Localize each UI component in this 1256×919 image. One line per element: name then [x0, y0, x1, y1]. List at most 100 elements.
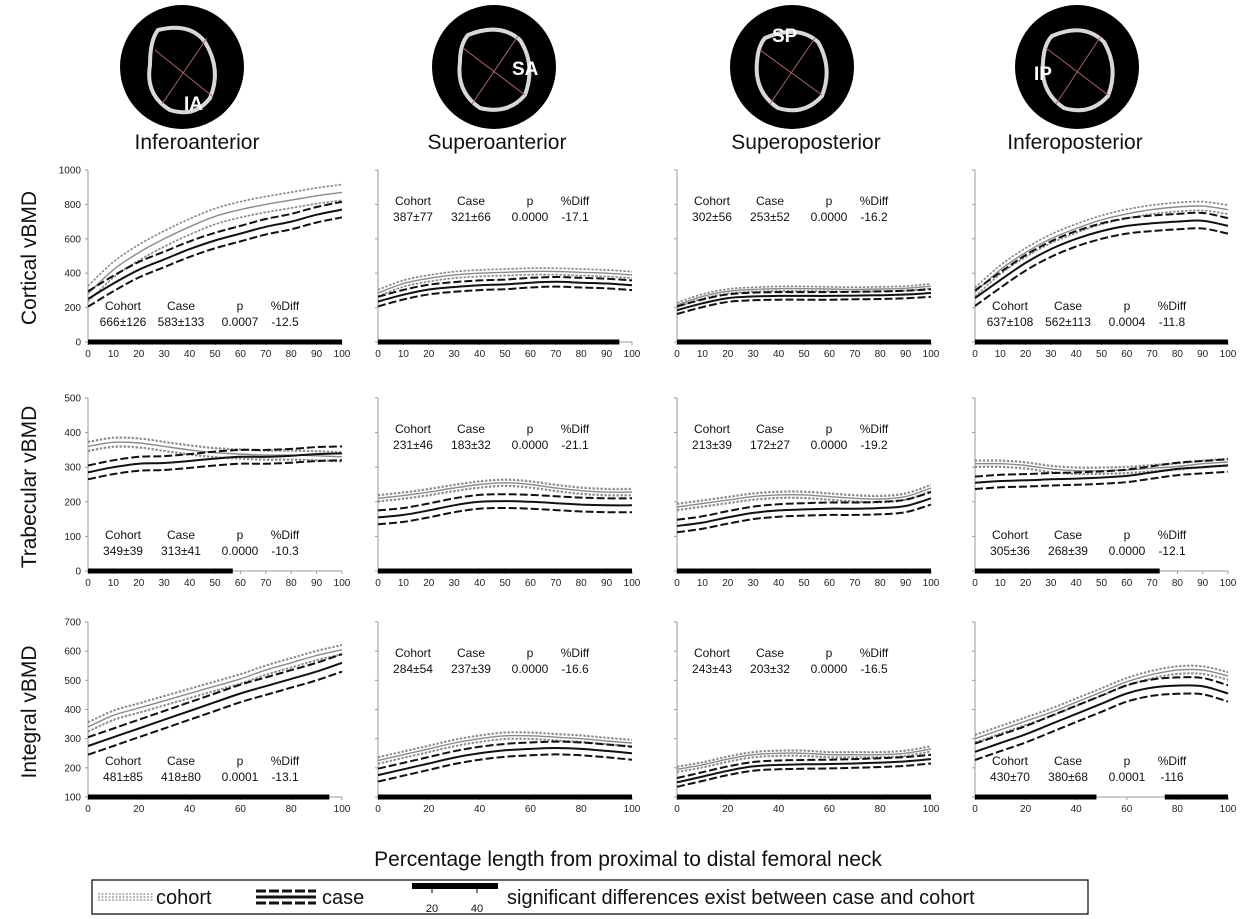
x-tick-label: 50	[798, 349, 810, 360]
stats-header: %Diff	[561, 646, 590, 660]
stats-value-case: 313±41	[161, 544, 201, 558]
case-sd-line	[87, 216, 343, 308]
significance-bar	[378, 339, 620, 345]
x-tick-label: 30	[159, 578, 171, 589]
cohort-mean-line	[974, 668, 1229, 740]
stats-value-p: 0.0000	[512, 662, 549, 676]
x-tick-label: 50	[1096, 349, 1108, 360]
stats-header: Case	[1054, 528, 1082, 542]
stats-value-diff: -16.2	[860, 210, 888, 224]
cohort-sd-line	[87, 183, 343, 287]
case-sd-line	[87, 200, 343, 293]
x-tick-label: 40	[1071, 349, 1083, 360]
row-title-cortical: Cortical vBMD	[18, 191, 41, 325]
stats-header: Cohort	[992, 754, 1029, 768]
series-cohort	[377, 478, 633, 503]
case-sd-line	[974, 211, 1229, 292]
cohort-sd-line	[974, 665, 1229, 736]
case-mean-line	[974, 684, 1229, 753]
cohort-sd-line	[87, 199, 343, 303]
cohort-sd-line-outer	[974, 673, 1229, 744]
scan-axis-2b	[769, 37, 816, 105]
stats-header: p	[1124, 528, 1131, 542]
x-tick-label: 70	[849, 349, 861, 360]
x-tick-label: 100	[624, 804, 641, 815]
stats-value-diff: -12.5	[271, 315, 299, 329]
panel-11: 0 20 40 60 80 100 Cohort 430±70 Case 380±68 p 0.000…	[972, 621, 1237, 815]
stats-value-p: 0.0004	[1109, 315, 1146, 329]
x-tick-label: 80	[1172, 578, 1184, 589]
stats-value-case: 253±52	[750, 210, 790, 224]
cohort-sd-line-outer	[974, 664, 1229, 735]
x-tick-label: 0	[375, 578, 381, 589]
cohort-sd-line	[87, 653, 343, 733]
stats-header: p	[237, 299, 244, 313]
stats-header: %Diff	[561, 422, 590, 436]
x-tick-label: 60	[525, 349, 537, 360]
stats-value-diff: -16.5	[860, 662, 888, 676]
stats-value-case: 562±113	[1045, 315, 1091, 329]
x-tick-label: 40	[184, 349, 196, 360]
x-tick-label: 60	[235, 804, 247, 815]
x-tick-label: 80	[875, 349, 887, 360]
case-sd-line	[87, 445, 343, 467]
stats-header: Case	[756, 422, 784, 436]
stats-header: Cohort	[105, 754, 142, 768]
x-tick-label: 60	[525, 578, 537, 589]
series-case	[676, 491, 932, 534]
x-tick-label: 0	[85, 349, 91, 360]
stats-value-cohort: 213±39	[692, 438, 732, 452]
row-title-integral: Integral vBMD	[18, 645, 41, 778]
case-mean-line	[676, 497, 932, 527]
x-tick-label: 90	[900, 349, 912, 360]
y-tick-label: 800	[64, 200, 81, 211]
x-tick-label: 10	[398, 349, 410, 360]
significance-bar	[378, 794, 632, 800]
x-tick-label: 60	[525, 804, 537, 815]
case-sd-line	[377, 506, 633, 526]
stats-value-cohort: 481±85	[103, 770, 143, 784]
cohort-sd-line-outer	[377, 478, 633, 495]
y-tick-label: 0	[75, 567, 81, 578]
stats-header: p	[826, 646, 833, 660]
x-tick-label: 60	[235, 349, 247, 360]
case-sd-line	[377, 753, 633, 783]
stats-value-diff: -19.2	[860, 438, 888, 452]
x-tick-label: 20	[423, 804, 435, 815]
region-header-0: IA Inferoanterior	[120, 5, 259, 154]
stats-header: Case	[457, 422, 485, 436]
case-sd-line	[87, 670, 343, 756]
x-tick-label: 60	[824, 349, 836, 360]
x-tick-label: 90	[1197, 578, 1209, 589]
cohort-sd-line-outer	[87, 436, 343, 453]
x-tick-label: 30	[449, 349, 461, 360]
cohort-mean-line	[377, 270, 633, 294]
x-tick-label: 0	[972, 349, 978, 360]
significance-bar	[378, 568, 632, 574]
x-tick-label: 100	[624, 349, 641, 360]
x-tick-label: 40	[184, 804, 196, 815]
x-tick-label: 80	[1172, 349, 1184, 360]
stats-header: Case	[1054, 299, 1082, 313]
x-tick-label: 20	[722, 578, 734, 589]
x-tick-label: 80	[1172, 804, 1184, 815]
legend-case-swatch	[256, 889, 316, 905]
stats-value-case: 268±39	[1048, 544, 1088, 558]
x-tick-label: 80	[286, 349, 298, 360]
x-tick-label: 70	[260, 578, 272, 589]
legend: cohort case 20 40 significant difference…	[91, 879, 1089, 915]
x-tick-label: 20	[1020, 578, 1032, 589]
x-tick-label: 90	[1197, 349, 1209, 360]
legend-cohort-swatch	[98, 893, 154, 901]
x-tick-label: 20	[1020, 804, 1032, 815]
stats-value-diff: -10.3	[271, 544, 299, 558]
x-tick-label: 60	[1121, 349, 1133, 360]
x-tick-label: 70	[1147, 578, 1159, 589]
stats-value-diff: -17.1	[561, 210, 589, 224]
stats-value-case: 418±80	[161, 770, 201, 784]
x-tick-label: 90	[311, 349, 323, 360]
x-tick-label: 30	[1045, 578, 1057, 589]
stats-value-diff: -11.8	[1159, 315, 1186, 329]
